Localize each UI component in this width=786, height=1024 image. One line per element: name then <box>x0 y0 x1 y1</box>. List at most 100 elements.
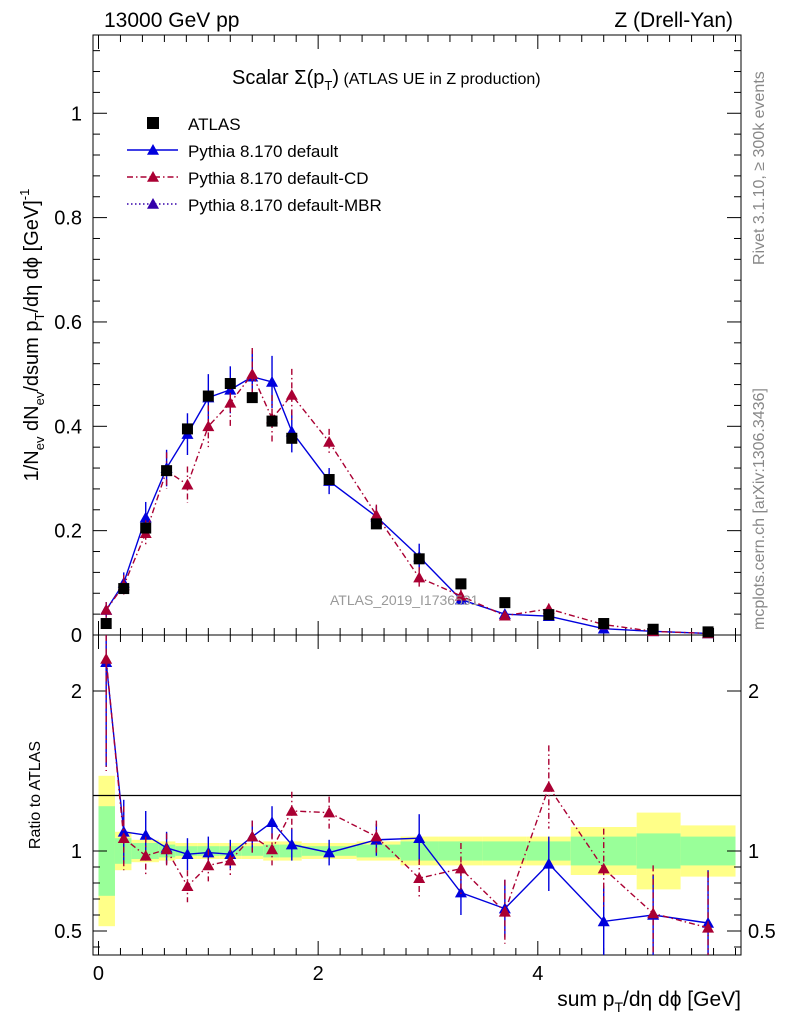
triangle-marker <box>454 589 467 601</box>
triangle-marker <box>323 435 336 447</box>
band-inner <box>680 836 736 866</box>
triangle-marker <box>702 921 715 933</box>
triangle-marker <box>139 511 152 523</box>
legend-label: Pythia 8.170 default <box>188 142 339 161</box>
triangle-marker <box>542 781 555 792</box>
band-inner <box>356 844 401 858</box>
square-marker <box>413 553 425 565</box>
triangle-marker <box>413 571 426 583</box>
triangle-marker <box>597 862 610 874</box>
band-inner <box>438 841 483 861</box>
triangle-marker <box>323 846 336 858</box>
band-inner <box>636 833 681 869</box>
triangle-marker <box>323 806 336 818</box>
triangle-marker <box>266 816 279 827</box>
x-label-text: sum pT/dη dϕ [GeV] <box>557 988 741 1015</box>
y-label-text: 1/Nev dNev/dsum pT/dη dϕ [GeV]-1 <box>17 189 47 482</box>
y-axis-label: 1/Nev dNev/dsum pT/dη dϕ [GeV]-1 <box>17 189 47 482</box>
y-tick-label: 0.4 <box>54 416 82 438</box>
triangle-marker <box>100 653 113 664</box>
triangle-marker <box>117 825 130 837</box>
triangle-marker <box>181 880 194 891</box>
triangle-marker <box>647 907 660 919</box>
legend-label: Pythia 8.170 default-MBR <box>188 196 382 215</box>
y-tick-label: 0.6 <box>54 312 82 334</box>
square-marker <box>161 465 173 477</box>
band-inner <box>482 841 527 861</box>
square-marker <box>286 432 298 444</box>
square-marker <box>202 390 214 402</box>
x-tick-label: 2 <box>313 963 324 985</box>
square-marker <box>598 618 610 630</box>
axis-ticks: 0 2 4 0 0.2 0.4 0.6 0.8 1 0.5 0.5 1 1 2 2 <box>54 35 776 985</box>
triangle-marker <box>266 375 279 387</box>
triangle-marker <box>266 843 279 855</box>
x-tick-label: 0 <box>93 963 104 985</box>
x-tick-label: 4 <box>532 963 543 985</box>
main-series <box>100 348 715 639</box>
legend-label: ATLAS <box>188 115 241 134</box>
header-right: Z (Drell-Yan) <box>614 9 733 32</box>
legend: ATLAS Pythia 8.170 default Pythia 8.170 de… <box>127 115 382 215</box>
plot-title: Scalar Σ(pT) (ATLAS UE in Z production) <box>232 67 541 93</box>
y-tick-label: 0.8 <box>54 208 82 230</box>
y-tick-label: 0 <box>71 625 82 647</box>
triangle-marker <box>147 144 159 155</box>
square-marker <box>647 623 659 635</box>
triangle-marker <box>285 805 298 816</box>
title-text: Scalar Σ(pT) (ATLAS UE in Z production) <box>232 67 541 93</box>
triangle-marker <box>139 829 152 840</box>
triangle-marker <box>147 171 159 182</box>
triangle-marker <box>498 609 511 621</box>
triangle-marker <box>117 832 130 843</box>
ratio-tick-label: 0.5 <box>54 921 82 943</box>
triangle-marker <box>413 872 426 883</box>
square-marker <box>100 618 112 630</box>
x-axis-label: sum pT/dη dϕ [GeV] <box>557 988 741 1015</box>
square-marker <box>246 392 258 404</box>
triangle-marker <box>160 843 173 855</box>
square-marker <box>323 474 335 486</box>
triangle-marker <box>498 905 511 917</box>
ratio-tick-label-right: 2 <box>748 681 759 703</box>
triangle-marker <box>413 832 426 843</box>
legend-label: Pythia 8.170 default-CD <box>188 169 369 188</box>
square-marker <box>702 626 714 638</box>
ratio-tick-label-right: 0.5 <box>748 921 776 943</box>
triangle-marker <box>285 838 298 850</box>
square-marker <box>181 423 193 435</box>
triangle-marker <box>202 859 215 871</box>
analysis-watermark: ATLAS_2019_I1736531 <box>330 592 479 608</box>
square-marker <box>224 378 236 390</box>
ratio-series <box>100 635 715 955</box>
ratio-tick-label: 1 <box>71 841 82 863</box>
triangle-marker <box>285 389 298 400</box>
triangle-marker <box>147 198 159 209</box>
triangle-marker <box>202 420 215 432</box>
triangle-marker <box>246 368 259 379</box>
triangle-marker <box>181 848 194 859</box>
rivet-label: Rivet 3.1.10, ≥ 300k events <box>751 71 768 265</box>
square-marker <box>118 583 130 595</box>
ratio-tick-label-right: 1 <box>748 841 759 863</box>
triangle-marker <box>454 862 467 874</box>
y-tick-label: 0.2 <box>54 521 82 543</box>
triangle-marker <box>542 857 555 869</box>
triangle-marker <box>224 396 237 408</box>
triangle-marker <box>597 915 610 927</box>
y-tick-label: 1 <box>71 103 82 125</box>
triangle-marker <box>370 830 383 842</box>
square-marker <box>140 522 152 534</box>
square-marker <box>499 597 511 609</box>
triangle-marker <box>224 854 237 866</box>
square-marker <box>147 117 159 129</box>
square-marker <box>455 578 467 590</box>
triangle-marker <box>370 509 383 520</box>
square-marker <box>370 518 382 530</box>
square-marker <box>543 609 555 621</box>
header-left: 13000 GeV pp <box>104 9 239 32</box>
triangle-marker <box>100 603 113 615</box>
triangle-marker <box>181 478 194 490</box>
ratio-tick-label: 2 <box>71 681 82 703</box>
